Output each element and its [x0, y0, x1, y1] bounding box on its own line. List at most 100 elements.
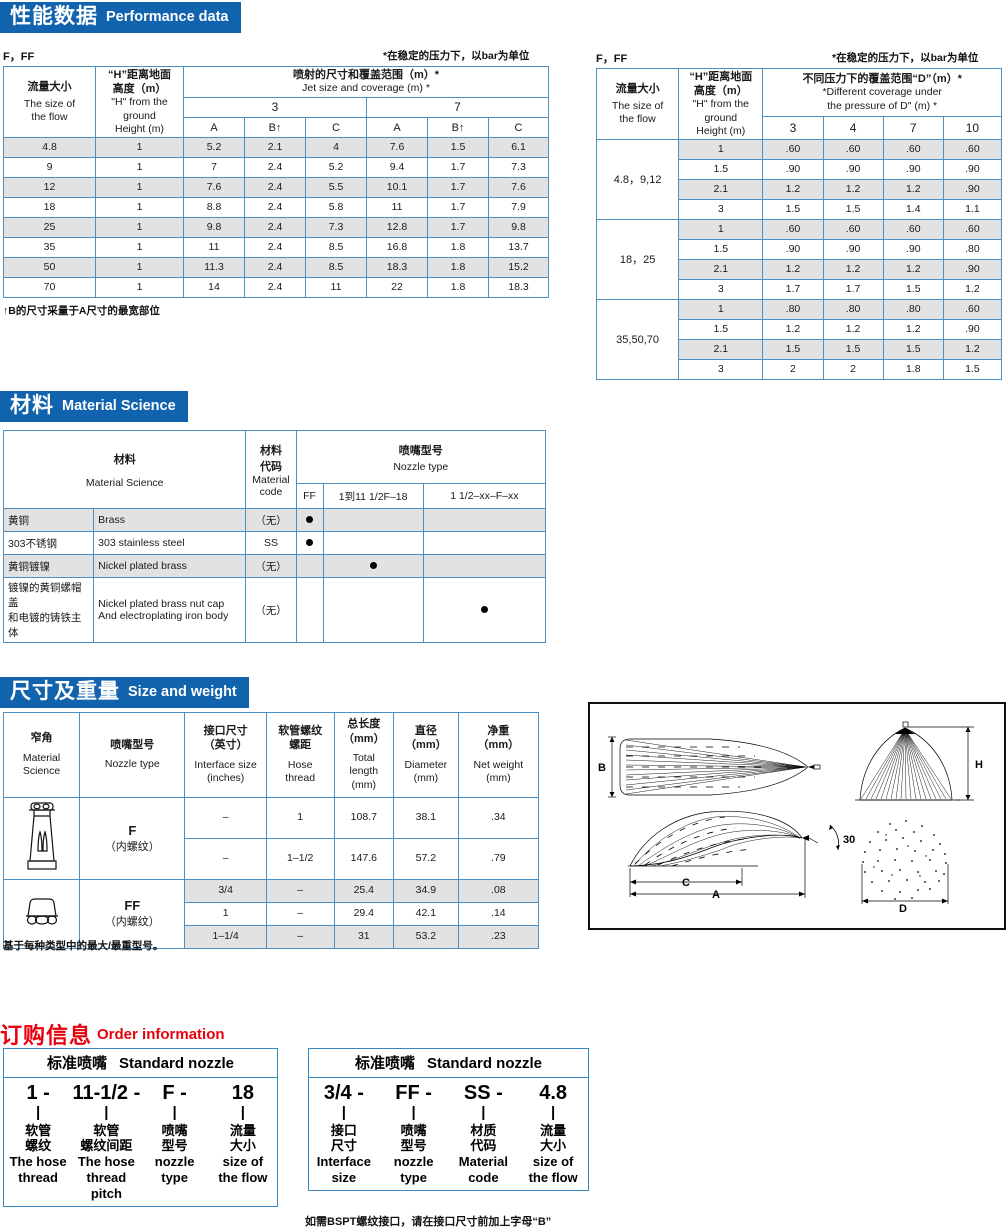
order-segment-code: 18 [231, 1082, 254, 1104]
perf-right-subheader-2: 7 [882, 115, 944, 141]
perf-left-cell-5: 6.1 [487, 137, 550, 159]
material-name-en: Nickel plated brass nut cap And electropl… [93, 577, 247, 643]
material-mark-1 [322, 508, 424, 532]
perf-left-cell-4: 1.8 [427, 257, 489, 279]
table-row: 1.5.90.90.90.90 [597, 159, 1003, 181]
perf-left-flow: 25 [3, 217, 96, 239]
size-interface: 1 [184, 901, 267, 926]
perf-left-height: 1 [95, 217, 184, 239]
perf-right-cell-2: .90 [882, 159, 944, 181]
perf-left-cell-2: 8.5 [305, 257, 367, 279]
bullet-dot-icon [306, 516, 314, 523]
perf-left-cell-2: 7.3 [305, 217, 367, 239]
order-segment-code: FF - [395, 1082, 432, 1104]
spray-footprint-dots [862, 820, 947, 900]
perf-left-cell-5: 7.6 [487, 177, 550, 199]
perf-left-type-label: F，FF [3, 51, 35, 63]
perf-right-cell-1: 1.7 [822, 279, 884, 301]
perf-left-cell-1: 2.1 [244, 137, 306, 159]
order-segment: SS - | 材质 代码 Material code [449, 1078, 519, 1190]
table-row: 黄铜 Brass （无） [2, 508, 547, 532]
perf-right-height: 3 [678, 199, 764, 221]
order-segment-code: 4.8 [539, 1082, 568, 1104]
table-row: 50 1 11.3 2.4 8.5 18.3 1.8 15.2 [3, 257, 550, 279]
perf-right-cell-1: 2 [822, 359, 884, 381]
size-hose-thread: – [265, 878, 335, 903]
perf-right-height: 2.1 [678, 179, 764, 201]
perf-left-cell-3: 12.8 [366, 217, 428, 239]
order-title-cn: 订购信息 [0, 1023, 93, 1048]
bullet-dot-icon [369, 562, 377, 569]
perf-left-footnote: ↑B的尺寸采量于A尺寸的最宽部位 [3, 305, 160, 317]
order-segment-code: 1 - [26, 1082, 50, 1104]
material-mark-1 [322, 531, 424, 555]
spray-diagram-svg: B C A H D 30 [598, 721, 983, 915]
material-code: SS [245, 531, 297, 555]
order-card-header: 标准喷嘴 Standard nozzle [309, 1049, 588, 1078]
size-header-icon: 窄角 Material Science [2, 712, 81, 798]
material-name-en: Brass [93, 508, 247, 532]
table-row: –1–1/2 147.6 57.2.79 [4, 837, 540, 880]
size-net-weight: .23 [457, 924, 540, 949]
size-header-len: 总长度 （mm） Total length (mm) [333, 712, 395, 798]
order-segment-code: F - [162, 1082, 187, 1104]
material-mark-0 [295, 531, 324, 555]
size-interface: – [184, 837, 267, 880]
perf-left-cell-4: 1.8 [427, 277, 489, 299]
perf-right-cell-1: 1.5 [822, 199, 884, 221]
perf-left-cell-2: 5.2 [305, 157, 367, 179]
size-badge: 尺寸及重量 Size and weight [0, 677, 249, 708]
material-subheader-mid: 1到11 1/2F–18 [322, 483, 424, 509]
perf-left-height: 1 [95, 177, 184, 199]
perf-right-height: 2.1 [678, 259, 764, 281]
section-header-size: 尺寸及重量 Size and weight [0, 677, 249, 708]
size-hose-thread: – [265, 901, 335, 926]
table-row: 18 1 8.8 2.4 5.8 11 1.7 7.9 [3, 197, 550, 219]
size-hose-thread: 1–1/2 [265, 837, 335, 880]
spray-pattern-diagram: B C A H D 30 [588, 702, 1006, 930]
perf-left-subheader-5: C [487, 117, 550, 139]
nozzle-3-icon [902, 721, 909, 728]
table-row: 1.5.90.90.90.80 [597, 239, 1003, 261]
order-segment: 18 | 流量 大小 size of the flow [209, 1078, 277, 1206]
material-subheader-ff: FF [295, 483, 324, 509]
order-card-header: 标准喷嘴 Standard nozzle [4, 1049, 277, 1078]
perf-left-cell-1: 2.4 [244, 277, 306, 299]
perf-right-cell-3: 1.2 [942, 339, 1003, 361]
size-hose-thread: – [265, 924, 335, 949]
perf-right-pressure-note: *在稳定的压力下，以bar为单位 [832, 52, 979, 64]
perf-left-cell-4: 1.7 [427, 217, 489, 239]
order-segment-code: 11-1/2 - [72, 1082, 141, 1104]
perf-right-cell-1: .90 [822, 159, 884, 181]
material-mark-2 [422, 554, 547, 578]
perf-right-cell-3: 1.5 [942, 359, 1003, 381]
size-header-nozzle: 喷嘴型号 Nozzle type [79, 712, 186, 798]
order-segment-desc: 喷嘴 型号 nozzle type [154, 1122, 195, 1186]
material-code: （无） [245, 508, 297, 532]
material-header-code: 材料 代码 Material code [245, 430, 297, 509]
bullet-dot-icon [480, 606, 488, 613]
perf-right-flow-group: 18，25 [595, 219, 680, 301]
perf-right-cell-0: 1.7 [762, 279, 824, 301]
perf-left-flow: 9 [3, 157, 96, 179]
order-box-standard-ff: 标准喷嘴 Standard nozzle 3/4 - | 接口 尺寸 Interface si… [308, 1048, 589, 1191]
angle-marker [829, 824, 840, 851]
perf-left-cell-0: 11.3 [183, 257, 245, 279]
order-segment-tick-icon: | [411, 1104, 416, 1121]
size-interface: – [184, 797, 267, 839]
material-name-en: 303 stainless steel [93, 531, 247, 555]
nozzle-1-icon [808, 764, 821, 770]
size-header-dia: 直径 （mm） Diameter (mm) [393, 712, 459, 798]
performance-left-table: 流量大小 The size of the flow “H”距离地面 高度（m） "H" f… [3, 65, 550, 299]
perf-right-header-flow: 流量大小 The size of the flow [595, 67, 680, 141]
perf-left-cell-1: 2.4 [244, 157, 306, 179]
perf-left-flow: 12 [3, 177, 96, 199]
size-header-iface: 接口尺寸 （英寸） Interface size (inches) [184, 712, 267, 798]
perf-right-cell-0: .90 [762, 159, 824, 181]
ff-nozzle-icon [25, 898, 58, 925]
perf-right-cell-0: 1.2 [762, 259, 824, 281]
perf-left-height: 1 [95, 197, 184, 219]
size-weight-footnote: 基于每种类型中的最大/最重型号。 [3, 940, 164, 952]
perf-left-cell-5: 7.9 [487, 197, 550, 219]
perf-left-cell-2: 4 [305, 137, 367, 159]
